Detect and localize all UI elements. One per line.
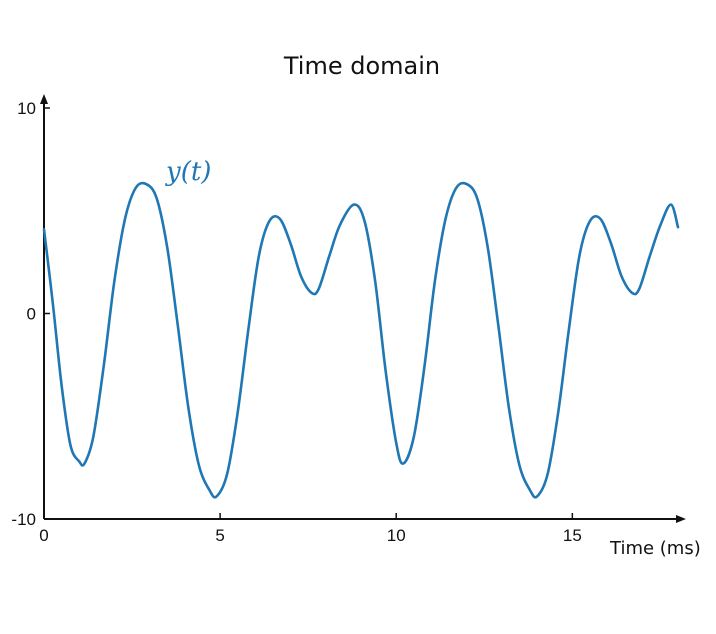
series-line-y <box>42 181 680 499</box>
series-label-y: y(t) <box>165 157 211 187</box>
x-axis-ticks: 0 5 10 15 <box>39 513 582 545</box>
y-axis-ticks: -10 0 10 <box>11 99 50 529</box>
x-tick-label: 15 <box>563 526 582 545</box>
x-tick-label: 10 <box>387 526 406 545</box>
y-axis-arrow <box>40 94 48 104</box>
y-tick-label: 0 <box>27 305 36 324</box>
y-tick-label: 10 <box>17 99 36 118</box>
chart-title: Time domain <box>283 52 440 80</box>
x-tick-label: 0 <box>39 526 48 545</box>
x-axis-label: Time (ms) <box>609 538 701 559</box>
y-tick-label: -10 <box>11 510 36 529</box>
x-tick-label: 5 <box>215 526 224 545</box>
x-axis-arrow <box>676 515 686 523</box>
